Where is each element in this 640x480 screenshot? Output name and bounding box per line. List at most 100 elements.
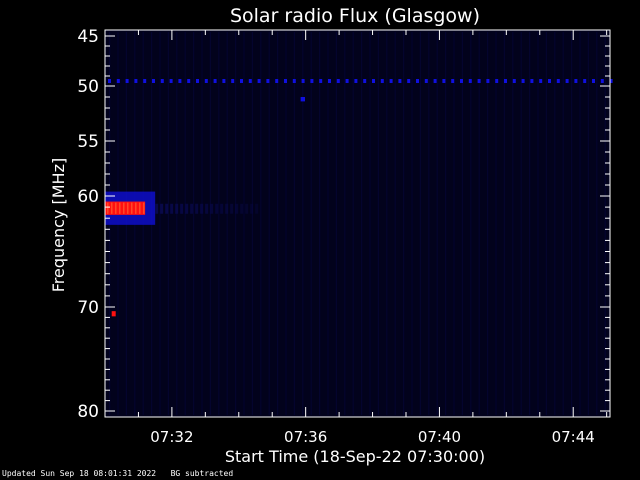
rfi-dash [477,79,481,83]
rfi-dash [204,79,208,83]
rfi-dash [424,79,428,83]
burst-tail-segment [175,203,179,214]
texture-streak [571,32,573,415]
rfi-dash [372,79,375,83]
texture-streak [293,32,295,415]
texture-streak [344,32,346,415]
rfi-dash [600,79,604,83]
rfi-dash [134,79,138,83]
texture-streak [520,32,522,415]
rfi-dash [310,79,314,83]
texture-streak [529,32,531,415]
burst-tail-segment [165,203,169,214]
rfi-dash [495,79,499,83]
texture-streak [235,32,237,415]
rfi-dash [512,79,516,83]
y-tick-label: 50 [77,77,99,97]
rfi-dash [556,79,560,83]
burst-tail-segment [160,203,164,214]
texture-streak [218,32,220,415]
burst-tail-segment [250,203,254,214]
burst-core-streak [107,202,109,214]
texture-streak [545,32,547,415]
x-tick-label: 07:40 [418,428,461,446]
rfi-dash [196,79,199,83]
rfi-dash [565,79,569,83]
rfi-dash [451,79,455,83]
burst-tail-segment [180,203,184,214]
rfi-dash [222,79,226,83]
burst-tail-segment [220,203,224,214]
update-footer: Updated Sun Sep 18 08:01:31 2022 BG subt… [2,469,234,478]
rfi-dash [301,79,305,83]
burst-core-streak [143,202,145,214]
burst-tail-segment [245,203,249,214]
texture-streak [386,32,388,415]
texture-streak [445,32,447,415]
texture-streak [495,32,497,415]
burst-tail-segment [215,203,219,214]
burst-core-streak [115,202,117,214]
rfi-dash [583,79,587,83]
rfi-dash [363,79,367,83]
burst-tail-segment [155,203,159,214]
burst-tail-segment [240,203,244,214]
rfi-dash [266,79,270,83]
burst-tail-segment [170,203,174,214]
rfi-dash [442,79,446,83]
texture-streak [209,32,211,415]
rfi-dash [240,79,243,83]
texture-streak [176,32,178,415]
texture-streak [461,32,463,415]
burst-core-streak [127,202,129,214]
rfi-dash [574,79,578,83]
rfi-dash [416,79,419,83]
x-axis-ticks: 07:32 07:36 07:40 07:44 [137,30,608,446]
burst-tail-segment [230,203,234,214]
texture-streak [453,32,455,415]
rfi-dash [187,79,191,83]
burst-tail-segment [205,203,209,214]
texture-streak [260,32,262,415]
texture-streak [310,32,312,415]
burst-core-streak [111,202,113,214]
texture-streak [335,32,337,415]
rfi-dash [143,79,147,83]
texture-streak [470,32,472,415]
y-tick-label: 45 [77,27,99,47]
rfi-dash [178,79,182,83]
rfi-dash [354,79,358,83]
y-tick-label: 80 [77,402,99,422]
chart-title: Solar radio Flux (Glasgow) [230,5,480,27]
texture-streak [419,32,421,415]
texture-streak [277,32,279,415]
texture-streak [201,32,203,415]
rfi-dash [433,79,437,83]
rfi-dash [407,79,411,83]
rfi-dash [521,79,525,83]
texture-streak [411,32,413,415]
texture-streak [478,32,480,415]
texture-streak [487,32,489,415]
rfi-dash [108,79,111,83]
texture-streak [512,32,514,415]
texture-streak [319,32,321,415]
texture-streak [327,32,329,415]
texture-streak [377,32,379,415]
rfi-dash [592,79,595,83]
texture-streak [579,32,581,415]
texture-streak [369,32,371,415]
x-tick-label: 07:44 [552,428,595,446]
rfi-dash [486,79,490,83]
plot-background [105,30,610,417]
burst-core-streak [139,202,141,214]
rfi-dash [213,79,217,83]
rfi-dash [345,79,349,83]
texture-streak [285,32,287,415]
rfi-dash [539,79,543,83]
y-axis-ticks: 45 50 55 60 70 80 [77,27,610,422]
texture-streak [226,32,228,415]
texture-streak [243,32,245,415]
spot-70 [111,311,116,317]
rfi-dash [389,79,393,83]
